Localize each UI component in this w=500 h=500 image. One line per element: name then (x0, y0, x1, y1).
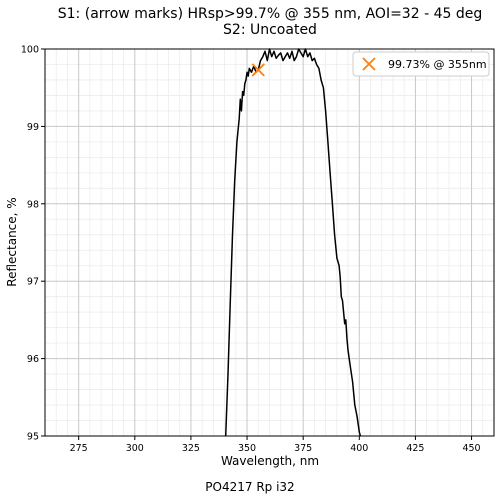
x-tick-label: 375 (294, 443, 312, 454)
data-marker-x (251, 63, 265, 77)
legend: 99.73% @ 355nm (352, 51, 490, 77)
x-axis-ticks: 275 300 325 350 375 400 425 450 (70, 436, 481, 454)
chart-footer: PO4217 Rp i32 (205, 480, 294, 494)
legend-marker-icon (362, 57, 376, 71)
y-tick-label: 96 (27, 354, 39, 365)
plot-frame (44, 48, 495, 437)
marker-layer (251, 63, 265, 77)
y-tick-label: 99 (27, 122, 39, 133)
y-tick-label: 97 (27, 277, 39, 288)
y-tick-label: 95 (27, 432, 39, 443)
legend-label: 99.73% @ 355nm (388, 58, 487, 71)
y-axis-ticks: 95 96 97 98 99 100 (21, 45, 45, 443)
y-tick-label: 100 (21, 45, 39, 56)
chart-title-line-1: S1: (arrow marks) HRsp>99.7% @ 355 nm, A… (58, 6, 482, 22)
x-tick-label: 350 (238, 443, 256, 454)
x-tick-label: 300 (126, 443, 144, 454)
x-axis-label: Wavelength, nm (221, 454, 319, 468)
y-axis-label: Reflectance, % (5, 197, 19, 286)
chart-title-line-2: S2: Uncoated (223, 22, 317, 38)
x-tick-label: 450 (462, 443, 480, 454)
x-tick-label: 275 (70, 443, 88, 454)
x-tick-label: 425 (406, 443, 424, 454)
series-layer (224, 48, 362, 437)
legend-box (352, 51, 490, 77)
minor-gridlines (45, 49, 494, 436)
legend-x-symbol (362, 57, 376, 71)
y-tick-label: 98 (27, 199, 39, 210)
x-tick-label: 400 (350, 443, 368, 454)
x-tick-label: 325 (182, 443, 200, 454)
reflectance-line (224, 48, 362, 437)
